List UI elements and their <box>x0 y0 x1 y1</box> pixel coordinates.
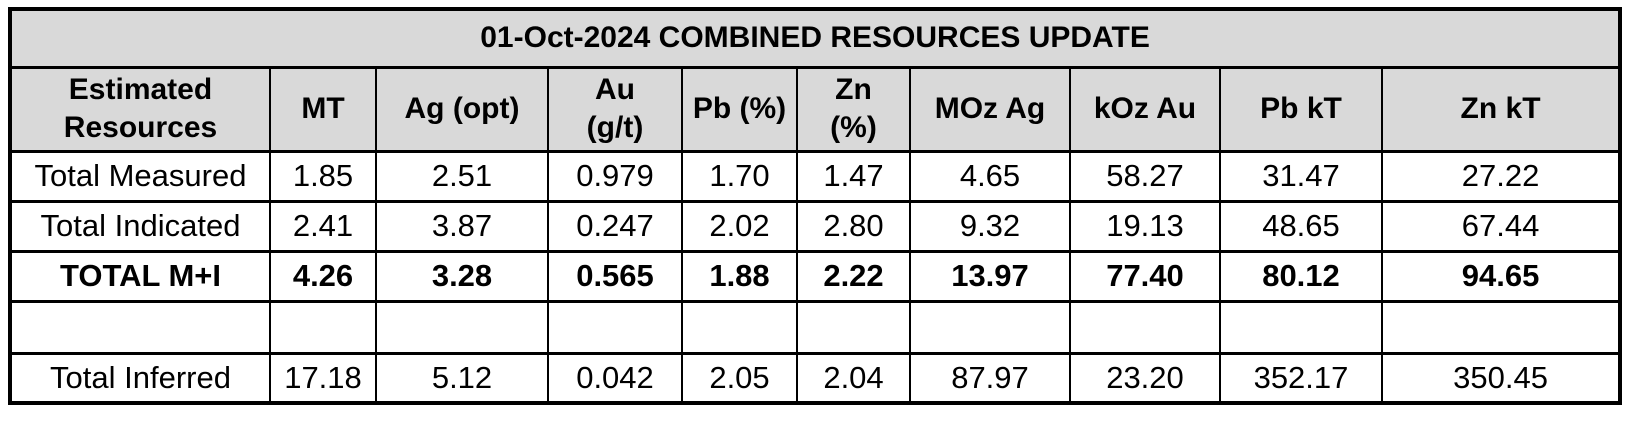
data-cell: 3.87 <box>375 199 549 253</box>
data-cell: 2.51 <box>375 149 549 203</box>
row-label: Total Measured <box>9 149 271 203</box>
data-cell: 1.47 <box>796 149 911 203</box>
column-header-moz-ag: MOz Ag <box>909 65 1071 153</box>
table-row-total-indicated: Total Indicated 2.41 3.87 0.247 2.02 2.8… <box>9 199 1622 253</box>
data-cell: 9.32 <box>909 199 1071 253</box>
data-cell <box>375 299 549 355</box>
table-row-spacer <box>9 299 1622 355</box>
data-cell: 23.20 <box>1069 351 1221 405</box>
column-header-pb-kt: Pb kT <box>1219 65 1383 153</box>
data-cell: 0.042 <box>547 351 683 405</box>
data-cell <box>1380 299 1622 355</box>
column-header-koz-au: kOz Au <box>1069 65 1221 153</box>
data-cell: 2.04 <box>796 351 911 405</box>
data-cell: 67.44 <box>1380 199 1622 253</box>
data-cell: 77.40 <box>1069 249 1221 303</box>
row-label: TOTAL M+I <box>9 249 271 303</box>
column-header-zn-pct: Zn (%) <box>796 65 911 153</box>
data-cell: 2.41 <box>269 199 377 253</box>
data-cell: 13.97 <box>909 249 1071 303</box>
data-cell: 0.247 <box>547 199 683 253</box>
column-header-estimated-resources: Estimated Resources <box>9 65 271 153</box>
column-header-pb-pct: Pb (%) <box>681 65 798 153</box>
data-cell: 27.22 <box>1380 149 1622 203</box>
data-cell: 2.22 <box>796 249 911 303</box>
data-cell: 350.45 <box>1380 351 1622 405</box>
column-header-zn-kt: Zn kT <box>1380 65 1622 153</box>
data-cell: 0.979 <box>547 149 683 203</box>
data-cell: 352.17 <box>1219 351 1383 405</box>
data-cell: 1.88 <box>681 249 798 303</box>
data-cell: 1.70 <box>681 149 798 203</box>
data-cell: 19.13 <box>1069 199 1221 253</box>
title-row: 01-Oct-2024 COMBINED RESOURCES UPDATE <box>8 7 1622 69</box>
data-cell: 17.18 <box>269 351 377 405</box>
data-cell: 87.97 <box>909 351 1071 405</box>
data-cell: 0.565 <box>547 249 683 303</box>
data-cell <box>1219 299 1383 355</box>
data-cell: 4.65 <box>909 149 1071 203</box>
data-cell: 2.05 <box>681 351 798 405</box>
data-cell: 1.85 <box>269 149 377 203</box>
data-cell <box>547 299 683 355</box>
row-label <box>9 299 271 355</box>
resources-table: 01-Oct-2024 COMBINED RESOURCES UPDATE Es… <box>8 7 1623 405</box>
data-cell: 5.12 <box>375 351 549 405</box>
data-cell: 80.12 <box>1219 249 1383 303</box>
data-cell <box>1069 299 1221 355</box>
data-cell: 2.02 <box>681 199 798 253</box>
data-cell: 2.80 <box>796 199 911 253</box>
column-header-ag-opt: Ag (opt) <box>375 65 549 153</box>
data-cell <box>681 299 798 355</box>
data-cell: 48.65 <box>1219 199 1383 253</box>
column-header-mt: MT <box>269 65 377 153</box>
table-row-total-mi: TOTAL M+I 4.26 3.28 0.565 1.88 2.22 13.9… <box>9 249 1622 303</box>
data-cell: 94.65 <box>1380 249 1622 303</box>
row-label: Total Indicated <box>9 199 271 253</box>
row-label: Total Inferred <box>9 351 271 405</box>
table-row-total-inferred: Total Inferred 17.18 5.12 0.042 2.05 2.0… <box>9 351 1622 405</box>
data-cell <box>909 299 1071 355</box>
data-cell: 58.27 <box>1069 149 1221 203</box>
data-cell: 3.28 <box>375 249 549 303</box>
data-cell: 31.47 <box>1219 149 1383 203</box>
column-header-au-gt: Au (g/t) <box>547 65 683 153</box>
data-cell <box>796 299 911 355</box>
data-cell <box>269 299 377 355</box>
table-title: 01-Oct-2024 COMBINED RESOURCES UPDATE <box>8 7 1622 69</box>
table-row-total-measured: Total Measured 1.85 2.51 0.979 1.70 1.47… <box>9 149 1622 203</box>
header-row: Estimated Resources MT Ag (opt) Au (g/t)… <box>9 65 1622 153</box>
data-cell: 4.26 <box>269 249 377 303</box>
